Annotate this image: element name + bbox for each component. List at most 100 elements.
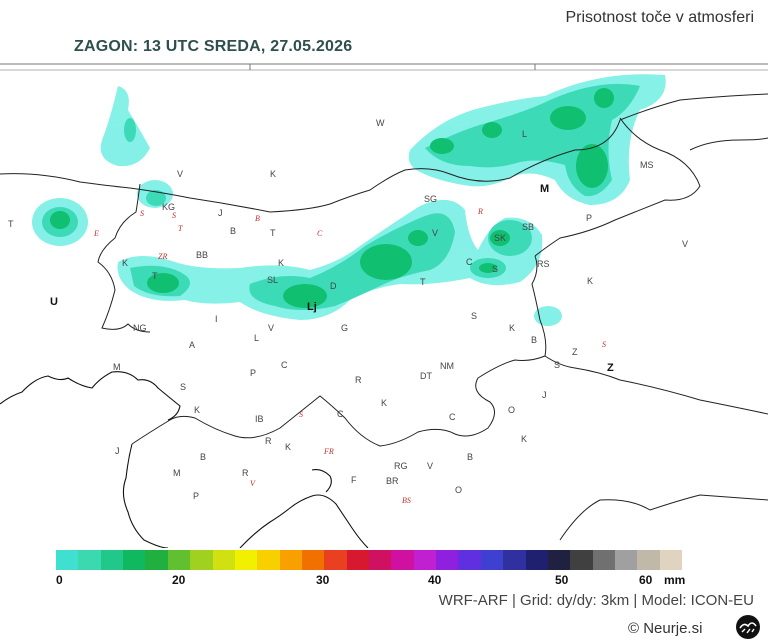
- svg-text:M: M: [540, 183, 549, 195]
- svg-text:BR: BR: [386, 476, 399, 486]
- svg-text:Z: Z: [572, 347, 578, 357]
- scale-tick: 60: [639, 573, 653, 587]
- svg-text:L: L: [522, 129, 527, 139]
- scale-segment: [100, 550, 124, 570]
- svg-text:Z: Z: [607, 362, 614, 374]
- scale-tick: 50: [555, 573, 569, 587]
- svg-text:B: B: [255, 214, 260, 223]
- coastline: [0, 371, 369, 548]
- scale-segment: [56, 550, 79, 570]
- svg-text:M: M: [113, 362, 121, 372]
- scale-segment: [324, 550, 347, 570]
- svg-text:I: I: [215, 314, 218, 324]
- svg-text:RS: RS: [537, 259, 550, 269]
- svg-text:J: J: [115, 446, 120, 456]
- svg-text:C: C: [317, 229, 323, 238]
- svg-text:O: O: [455, 485, 462, 495]
- svg-text:V: V: [432, 228, 438, 238]
- scale-segment: [659, 550, 683, 570]
- svg-text:B: B: [200, 452, 206, 462]
- scale-segment: [369, 550, 392, 570]
- scale-tick: 40: [428, 573, 442, 587]
- svg-text:C: C: [337, 409, 344, 419]
- color-scale-bar: [56, 550, 683, 570]
- svg-text:T: T: [420, 277, 426, 287]
- scale-unit: mm: [664, 573, 686, 587]
- peak-labels: E ZR S T B C R S S FR V BS S: [93, 207, 606, 505]
- svg-text:A: A: [189, 340, 195, 350]
- scale-segment: [614, 550, 638, 570]
- svg-text:S: S: [492, 264, 498, 274]
- svg-text:D: D: [330, 281, 337, 291]
- svg-text:R: R: [242, 468, 249, 478]
- svg-text:S: S: [554, 360, 560, 370]
- svg-text:V: V: [682, 239, 688, 249]
- svg-text:C: C: [466, 257, 473, 267]
- svg-text:SL: SL: [267, 275, 278, 285]
- place-labels: W KG V K L M MS T J B T SG V SB SK P V K…: [8, 118, 688, 501]
- svg-text:V: V: [177, 169, 183, 179]
- scale-segment: [279, 550, 302, 570]
- svg-text:V: V: [427, 461, 433, 471]
- scale-segment: [346, 550, 370, 570]
- copyright-text[interactable]: © Neurje.si: [628, 620, 703, 637]
- svg-text:K: K: [285, 442, 291, 452]
- svg-text:SG: SG: [424, 194, 437, 204]
- svg-text:NM: NM: [440, 361, 454, 371]
- model-credit: WRF-ARF | Grid: dy/dy: 3km | Model: ICON…: [438, 592, 754, 609]
- svg-text:T: T: [152, 271, 158, 281]
- scale-segment: [301, 550, 325, 570]
- scale-segment: [391, 550, 414, 570]
- svg-text:G: G: [341, 323, 348, 333]
- svg-text:T: T: [178, 224, 183, 233]
- svg-text:W: W: [376, 118, 385, 128]
- svg-text:M: M: [173, 468, 181, 478]
- map-title: Prisotnost toče v atmosferi: [565, 9, 754, 26]
- scale-segment: [436, 550, 459, 570]
- svg-text:V: V: [250, 479, 256, 488]
- scale-segment: [145, 550, 168, 570]
- svg-text:T: T: [270, 228, 276, 238]
- svg-text:B: B: [230, 226, 236, 236]
- svg-text:K: K: [521, 434, 527, 444]
- scale-segment: [480, 550, 504, 570]
- svg-text:K: K: [381, 398, 387, 408]
- svg-text:S: S: [471, 311, 477, 321]
- svg-text:U: U: [50, 296, 58, 308]
- hail-map: W KG V K L M MS T J B T SG V SB SK P V K…: [0, 63, 768, 548]
- svg-text:RG: RG: [394, 461, 408, 471]
- scale-segment: [570, 550, 593, 570]
- svg-text:K: K: [122, 258, 128, 268]
- svg-text:SB: SB: [522, 222, 534, 232]
- neurje-logo-icon[interactable]: [735, 614, 761, 640]
- scale-segment: [413, 550, 437, 570]
- svg-text:F: F: [351, 475, 357, 485]
- svg-text:R: R: [477, 207, 483, 216]
- scale-segment: [123, 550, 146, 570]
- scale-segment: [190, 550, 213, 570]
- svg-text:B: B: [531, 335, 537, 345]
- svg-text:BB: BB: [196, 250, 208, 260]
- svg-text:K: K: [587, 276, 593, 286]
- scale-segment: [547, 550, 571, 570]
- scale-tick: 30: [316, 573, 330, 587]
- svg-text:Lj: Lj: [307, 301, 317, 313]
- svg-text:S: S: [299, 410, 303, 419]
- svg-text:K: K: [194, 405, 200, 415]
- svg-text:V: V: [268, 323, 274, 333]
- svg-text:FR: FR: [323, 447, 334, 456]
- scale-tick: 20: [172, 573, 186, 587]
- scale-segment: [458, 550, 481, 570]
- svg-text:ZR: ZR: [158, 252, 167, 261]
- svg-text:P: P: [586, 213, 592, 223]
- scale-segment: [78, 550, 101, 570]
- svg-text:K: K: [270, 169, 276, 179]
- scale-segment: [257, 550, 280, 570]
- svg-text:C: C: [449, 412, 456, 422]
- svg-text:C: C: [281, 360, 288, 370]
- svg-text:J: J: [542, 390, 547, 400]
- svg-text:J: J: [218, 208, 223, 218]
- svg-text:R: R: [265, 436, 272, 446]
- svg-text:MS: MS: [640, 160, 654, 170]
- svg-text:IB: IB: [255, 414, 264, 424]
